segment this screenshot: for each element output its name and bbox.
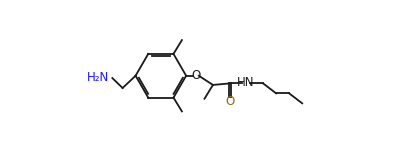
Text: O: O (192, 69, 201, 82)
Text: H₂N: H₂N (87, 71, 109, 84)
Text: O: O (226, 95, 234, 108)
Text: HN: HN (237, 76, 255, 89)
